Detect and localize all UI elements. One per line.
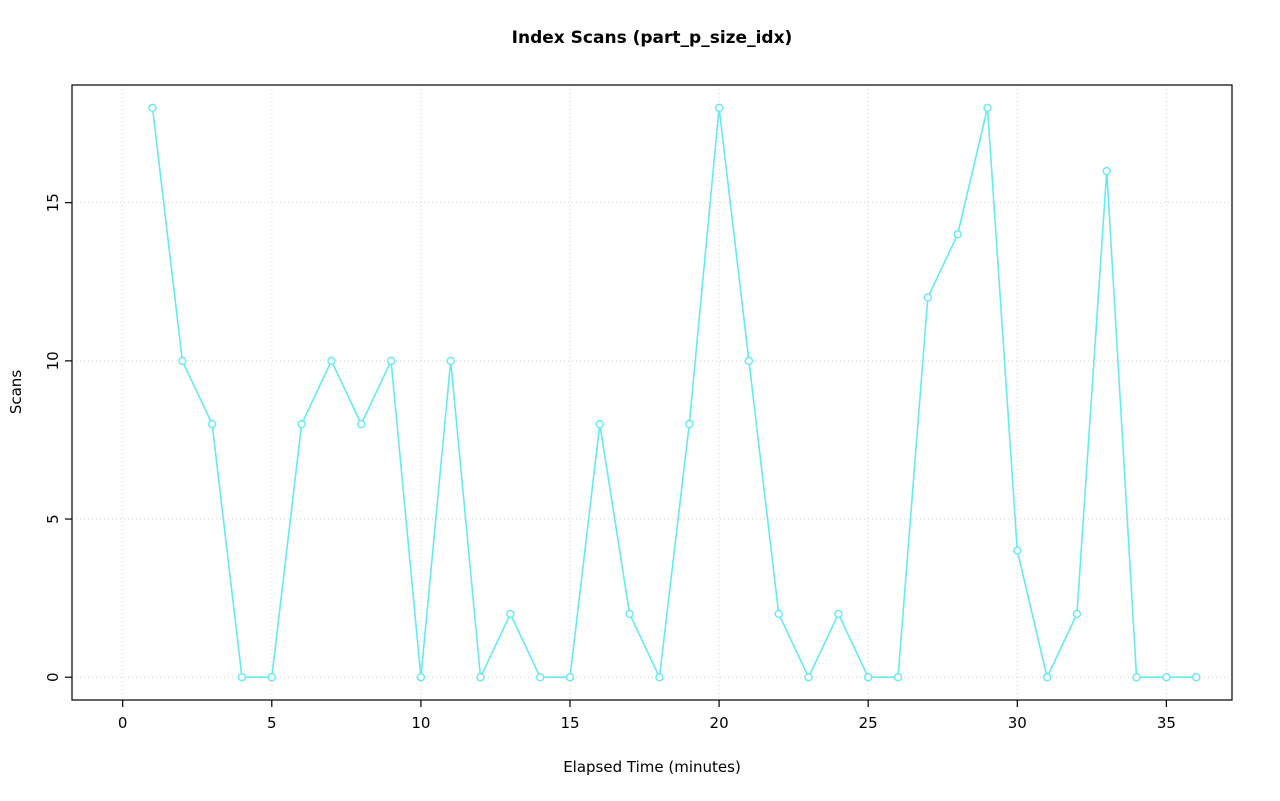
svg-text:10: 10 (411, 714, 430, 732)
svg-text:5: 5 (44, 514, 62, 524)
y-axis-label: Scans (7, 369, 25, 415)
svg-text:15: 15 (560, 714, 579, 732)
svg-text:35: 35 (1157, 714, 1176, 732)
svg-text:20: 20 (710, 714, 729, 732)
svg-text:10: 10 (44, 351, 62, 370)
svg-text:15: 15 (44, 193, 62, 212)
chart-title: Index Scans (part_p_size_idx) (511, 28, 793, 48)
svg-text:5: 5 (267, 714, 277, 732)
svg-text:25: 25 (859, 714, 878, 732)
svg-text:30: 30 (1008, 714, 1027, 732)
svg-text:0: 0 (118, 714, 128, 732)
svg-text:0: 0 (44, 672, 62, 682)
x-axis-label: Elapsed Time (minutes) (563, 758, 741, 776)
